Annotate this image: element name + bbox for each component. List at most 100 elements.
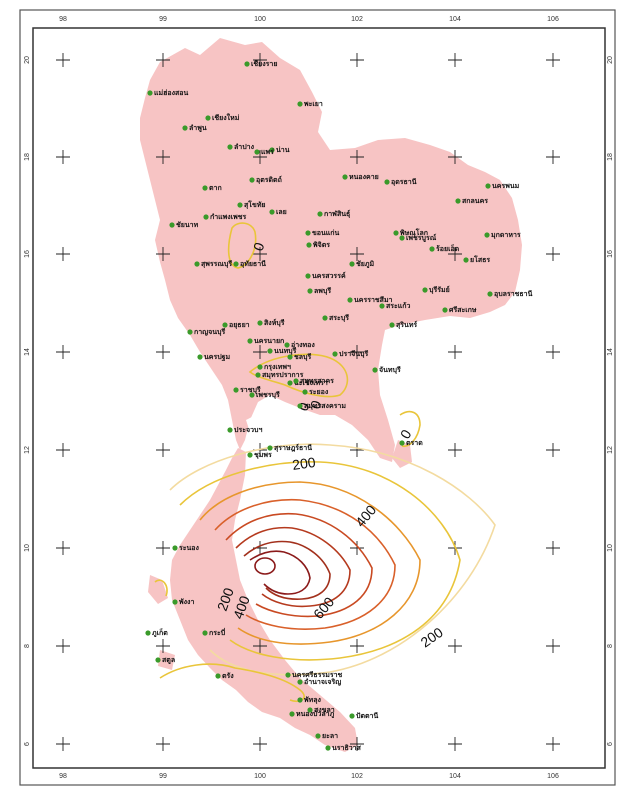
grid-cross bbox=[350, 345, 364, 359]
city-marker bbox=[399, 440, 405, 446]
city-label: สุรินทร์ bbox=[396, 320, 417, 329]
grid-cross bbox=[546, 345, 560, 359]
contour-peak bbox=[254, 557, 276, 575]
city-label: ราชบุรี bbox=[240, 386, 261, 394]
city-label: พะเยา bbox=[304, 101, 323, 108]
grid-cross bbox=[546, 443, 560, 457]
y-tick-label: 14 bbox=[24, 348, 31, 356]
city-marker bbox=[287, 380, 293, 386]
grid-cross bbox=[448, 639, 462, 653]
city-label: ชลบุรี bbox=[294, 353, 311, 361]
city-marker bbox=[202, 630, 208, 636]
city-label: ชัยนาท bbox=[176, 221, 199, 229]
city-label: สมุทรสาคร bbox=[300, 378, 334, 385]
city-marker bbox=[297, 403, 303, 409]
city-marker bbox=[269, 209, 275, 215]
city-label: แพร่ bbox=[261, 148, 274, 156]
y-tick-label: 16 bbox=[24, 250, 31, 258]
y-tick-label: 6 bbox=[24, 742, 31, 746]
city-marker bbox=[485, 183, 491, 189]
contour-200 bbox=[179, 461, 461, 661]
grid-cross bbox=[56, 443, 70, 457]
contour-central bbox=[248, 353, 349, 398]
y-tick-labels-right: 20 18 16 14 12 10 8 6 bbox=[607, 56, 614, 746]
city-marker bbox=[389, 322, 395, 328]
city-marker bbox=[349, 261, 355, 267]
city-marker bbox=[257, 364, 263, 370]
city-label: สระแก้ว bbox=[386, 301, 411, 310]
grid-cross bbox=[350, 541, 364, 555]
x-tick-label: 102 bbox=[351, 773, 363, 780]
city-marker bbox=[284, 342, 290, 348]
city-label: อุบลราชธานี bbox=[494, 290, 533, 298]
y-tick-label: 8 bbox=[607, 644, 614, 648]
city-marker bbox=[254, 149, 260, 155]
y-tick-label: 12 bbox=[24, 446, 31, 454]
land-islands-south bbox=[158, 650, 175, 670]
city-label: ตราด bbox=[406, 440, 423, 447]
city-label: ลำปาง bbox=[234, 143, 255, 151]
city-label: กระบี่ bbox=[209, 627, 226, 637]
contour-south-lower bbox=[159, 663, 305, 703]
city-label: เชียงราย bbox=[251, 60, 277, 68]
city-marker bbox=[322, 315, 328, 321]
city-marker bbox=[172, 599, 178, 605]
city-marker bbox=[205, 115, 211, 121]
city-label: เลย bbox=[276, 209, 287, 216]
y-tick-label: 10 bbox=[607, 544, 614, 552]
city-marker bbox=[249, 392, 255, 398]
grid-cross bbox=[56, 150, 70, 164]
city-marker bbox=[325, 745, 331, 751]
x-tick-label: 106 bbox=[547, 16, 559, 23]
grid-cross bbox=[156, 345, 170, 359]
city-marker bbox=[442, 307, 448, 313]
grid-cross bbox=[448, 150, 462, 164]
contour-label: 200 bbox=[214, 585, 237, 613]
city-label: ลำพูน bbox=[189, 124, 207, 133]
city-marker bbox=[267, 445, 273, 451]
grid-cross bbox=[156, 443, 170, 457]
grid-cross bbox=[448, 737, 462, 751]
grid-cross bbox=[546, 737, 560, 751]
city-marker bbox=[194, 261, 200, 267]
grid-cross bbox=[448, 443, 462, 457]
city-marker bbox=[307, 288, 313, 294]
city-marker bbox=[249, 177, 255, 183]
city-label: อยุธยา bbox=[229, 322, 250, 329]
city-label: สกลนคร bbox=[462, 198, 488, 205]
city-marker bbox=[233, 261, 239, 267]
grid-cross bbox=[56, 737, 70, 751]
city-marker bbox=[455, 198, 461, 204]
city-label: อุดรธานี bbox=[391, 178, 417, 186]
city-marker bbox=[393, 230, 399, 236]
y-tick-label: 18 bbox=[24, 153, 31, 161]
grid-cross bbox=[350, 247, 364, 261]
grid-cross bbox=[253, 150, 267, 164]
contour-level-8 bbox=[249, 550, 311, 595]
city-marker bbox=[287, 354, 293, 360]
city-marker bbox=[269, 147, 275, 153]
grid-cross bbox=[253, 345, 267, 359]
y-tick-label: 6 bbox=[607, 742, 614, 746]
city-label: อุตรดิตถ์ bbox=[256, 175, 282, 184]
contour-level-3 bbox=[199, 481, 421, 645]
y-tick-label: 16 bbox=[607, 250, 614, 258]
city-label: สงขลา bbox=[314, 707, 335, 714]
grid-cross bbox=[448, 247, 462, 261]
y-tick-label: 12 bbox=[607, 446, 614, 454]
city-marker bbox=[155, 657, 161, 663]
y-tick-label: 8 bbox=[24, 644, 31, 648]
city-label: นครราชสีมา bbox=[354, 296, 393, 304]
grid-cross bbox=[546, 541, 560, 555]
city-label: ปัตตานี bbox=[356, 712, 378, 720]
city-marker bbox=[347, 297, 353, 303]
contour-400 bbox=[214, 498, 396, 630]
land-layer bbox=[140, 38, 522, 752]
contour-label: 200 bbox=[291, 454, 317, 473]
grid-cross bbox=[350, 639, 364, 653]
contour-level-5 bbox=[225, 512, 373, 618]
city-label: เพชรบุรี bbox=[256, 391, 280, 399]
x-tick-label: 100 bbox=[254, 773, 266, 780]
city-label: นครสวรรค์ bbox=[312, 271, 346, 280]
city-marker bbox=[172, 545, 178, 551]
